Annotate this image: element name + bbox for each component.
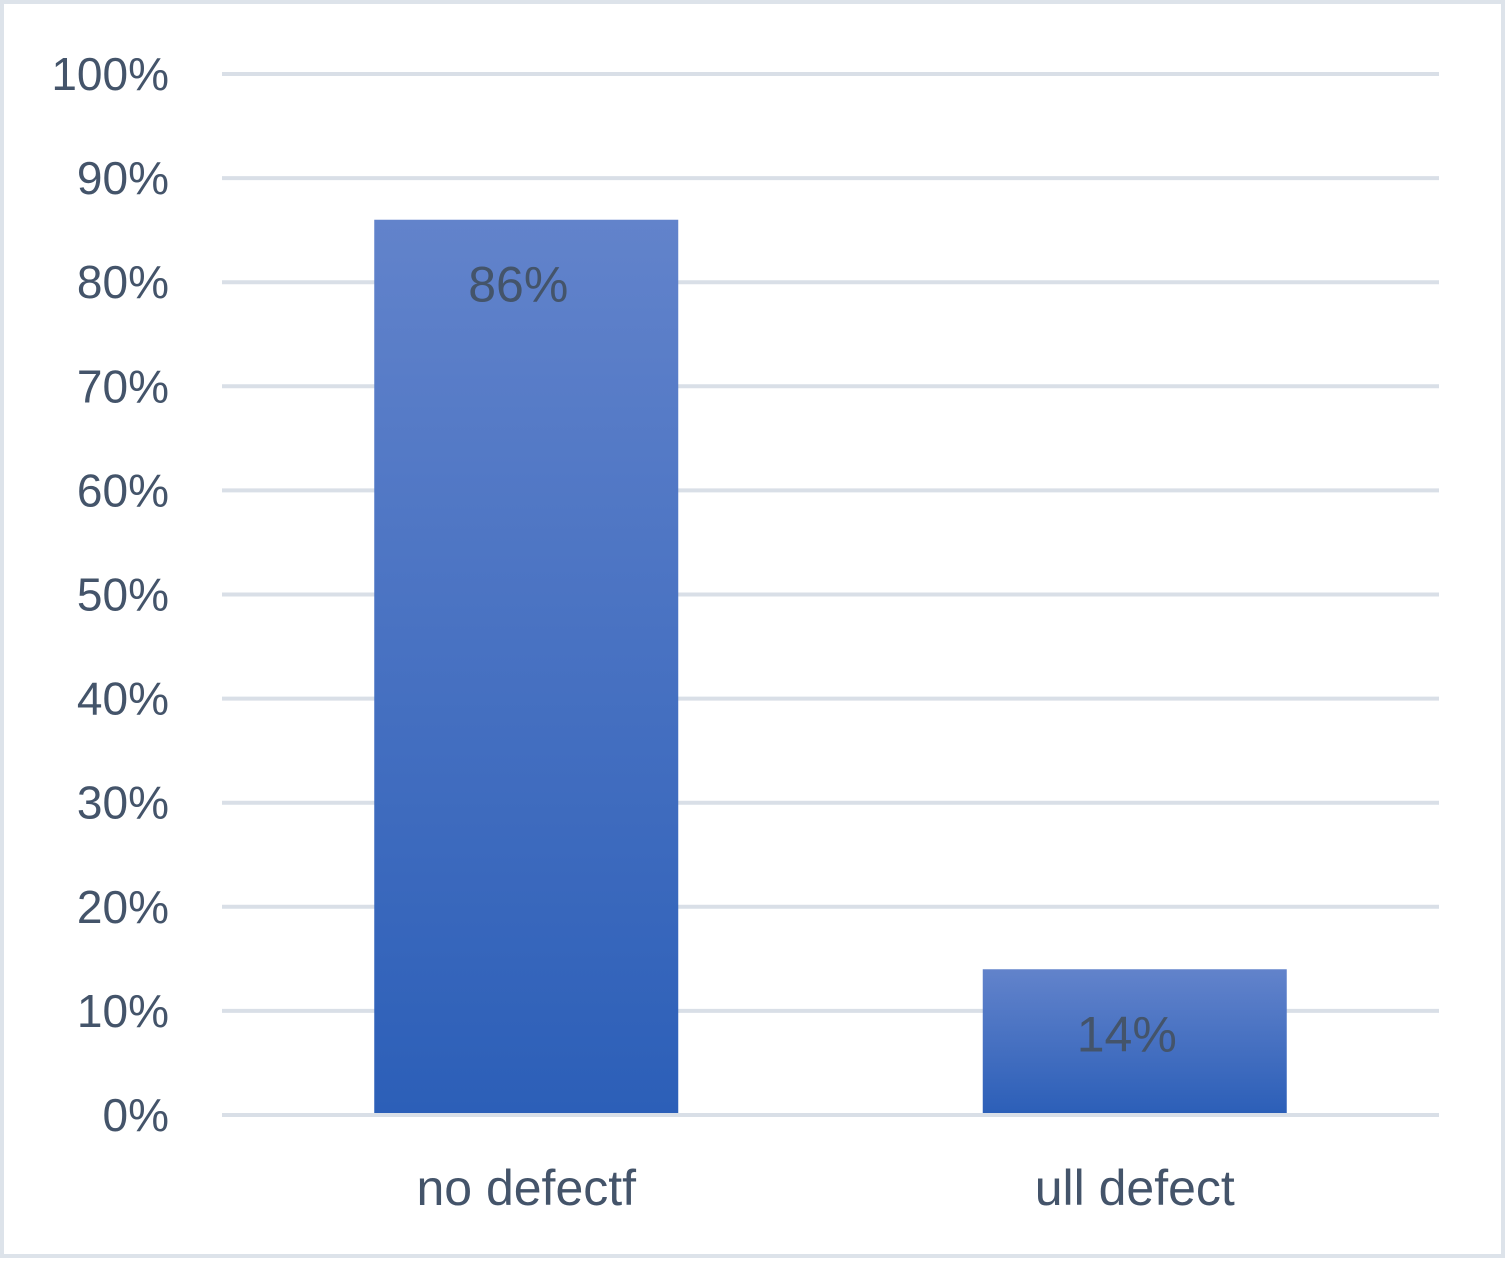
y-tick-label: 60% [77, 464, 169, 516]
bar-chart: 0% 10% 20% 30% 40% 50% 60% 70% 80% 90% 100% 86% 14%… [51, 48, 1439, 1216]
bars [374, 219, 1287, 1114]
y-axis-tick-labels: 0% 10% 20% 30% 40% 50% 60% 70% 80% 90% 100% [51, 48, 169, 1141]
y-tick-label: 30% [77, 777, 169, 829]
bar [374, 219, 679, 1114]
y-tick-label: 70% [77, 360, 169, 412]
x-axis-category-labels: no defectf ull defect [416, 1160, 1234, 1216]
y-tick-label: 50% [77, 569, 169, 621]
data-labels: 86% 14% [468, 257, 1177, 1063]
y-tick-label: 10% [77, 985, 169, 1037]
y-tick-label: 90% [77, 152, 169, 204]
y-tick-label: 20% [77, 881, 169, 933]
y-tick-label: 40% [77, 673, 169, 725]
x-category-label: ull defect [1035, 1160, 1235, 1216]
bar [982, 969, 1287, 1113]
y-tick-label: 100% [51, 48, 169, 100]
data-label: 86% [468, 257, 568, 313]
x-category-label: no defectf [416, 1160, 636, 1216]
y-tick-label: 0% [103, 1089, 169, 1141]
data-label: 14% [1077, 1006, 1177, 1062]
y-tick-label: 80% [77, 256, 169, 308]
